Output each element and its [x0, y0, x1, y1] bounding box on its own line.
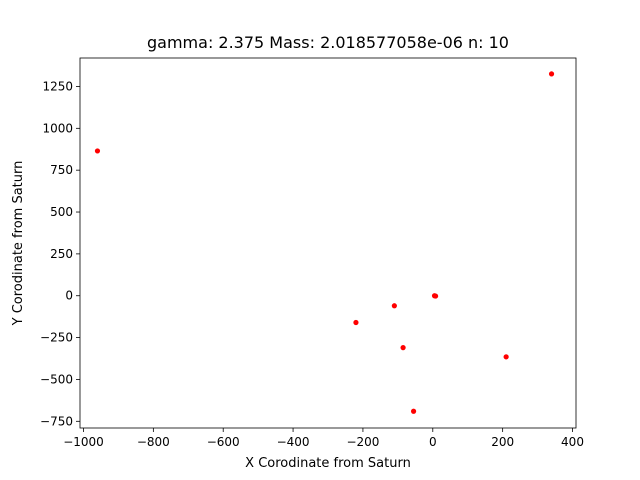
data-point — [353, 319, 359, 326]
plot-area: −1000 −800 −600 −400 −200 0 200 400 −750 −500 −250… — [40, 57, 584, 449]
x-tick-label: 400 — [561, 435, 584, 449]
axes-frame — [79, 57, 577, 429]
data-point — [400, 345, 406, 351]
y-tick-label: 500 — [50, 205, 73, 219]
x-tick-label: −1000 — [63, 435, 104, 449]
data-point — [94, 148, 101, 154]
data-point — [548, 71, 555, 77]
x-tick-label: −400 — [277, 435, 310, 449]
y-axis-label: Y Corodinate from Saturn — [11, 161, 26, 327]
y-tick-label: 1250 — [42, 79, 73, 93]
x-axis-label: X Corodinate from Saturn — [245, 456, 411, 471]
y-tick-label: 250 — [50, 247, 73, 261]
data-point — [391, 303, 397, 309]
chart-title: gamma: 2.375 Mass: 2.018577058e-06 n: 10 — [147, 33, 509, 52]
data-point — [503, 354, 509, 360]
y-tick-label: 1000 — [42, 121, 73, 135]
data-point — [432, 293, 439, 299]
x-tick-label: −800 — [137, 435, 170, 449]
x-tick-label: 200 — [491, 435, 514, 449]
x-tick-label: −200 — [346, 435, 379, 449]
x-tick-label: 0 — [429, 435, 437, 449]
y-tick-label: 0 — [65, 289, 73, 303]
y-tick-label: −750 — [40, 414, 73, 428]
x-tick-label: −600 — [207, 435, 240, 449]
y-tick-label: 750 — [50, 163, 73, 177]
y-tick-label: −250 — [40, 331, 73, 345]
data-point — [410, 408, 417, 414]
y-tick-label: −500 — [40, 372, 73, 386]
